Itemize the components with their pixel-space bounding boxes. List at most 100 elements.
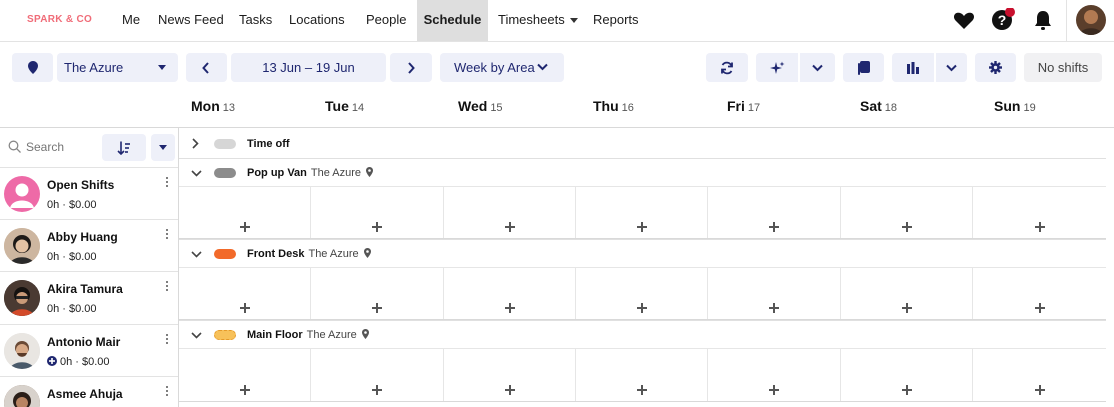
caret-down-icon	[158, 65, 166, 70]
more-options-icon[interactable]	[166, 386, 170, 398]
add-shift-icon[interactable]	[504, 385, 515, 395]
add-shift-icon[interactable]	[901, 303, 912, 313]
people-panel: Open Shifts 0h · $0.00 Abby Huang 0h · $…	[0, 128, 179, 407]
shift-cell-fri[interactable]	[708, 268, 841, 319]
add-shift-icon[interactable]	[636, 385, 647, 395]
shifts-status-button[interactable]: No shifts	[1024, 53, 1102, 82]
location-select-value: The Azure	[64, 60, 124, 75]
shift-cell-sun[interactable]	[973, 349, 1106, 401]
add-shift-icon[interactable]	[504, 222, 515, 232]
shift-cell-thu[interactable]	[576, 349, 708, 401]
add-shift-icon[interactable]	[372, 385, 382, 395]
avatar	[4, 333, 40, 369]
shift-cell-fri[interactable]	[708, 349, 841, 401]
shift-cell-tue[interactable]	[311, 268, 444, 319]
chevron-down-icon	[191, 170, 202, 177]
shift-cell-tue[interactable]	[311, 187, 444, 238]
auto-schedule-button[interactable]	[756, 53, 798, 82]
more-options-icon[interactable]	[166, 281, 170, 293]
add-shift-icon[interactable]	[636, 222, 647, 232]
person-row-antonio-mair[interactable]: Antonio Mair 0h · $0.00	[0, 324, 178, 376]
sort-menu-button[interactable]	[151, 134, 175, 161]
add-shift-icon[interactable]	[769, 222, 779, 232]
stats-button[interactable]	[892, 53, 934, 82]
add-shift-icon[interactable]	[769, 385, 779, 395]
heart-icon[interactable]	[952, 8, 976, 32]
nav-reports[interactable]: Reports	[593, 12, 639, 27]
add-shift-icon[interactable]	[504, 303, 515, 313]
nav-me[interactable]: Me	[122, 12, 141, 27]
add-shift-icon[interactable]	[1034, 303, 1045, 313]
shift-cell-wed[interactable]	[444, 268, 576, 319]
shift-cell-sun[interactable]	[973, 268, 1106, 319]
shift-cell-thu[interactable]	[576, 268, 708, 319]
shift-cell-sat[interactable]	[841, 187, 973, 238]
shift-cell-sat[interactable]	[841, 268, 973, 319]
add-shift-icon[interactable]	[239, 385, 250, 395]
nav-news-feed[interactable]: News Feed	[158, 12, 224, 27]
user-avatar[interactable]	[1076, 5, 1106, 35]
templates-button[interactable]	[843, 53, 884, 82]
more-options-icon[interactable]	[166, 177, 170, 189]
view-select-value: Week by Area	[454, 60, 535, 75]
add-shift-icon[interactable]	[901, 385, 912, 395]
help-icon[interactable]: ?	[990, 7, 1015, 32]
shift-cell-fri[interactable]	[708, 187, 841, 238]
sort-button[interactable]	[102, 134, 146, 161]
area-name: Front Desk The Azure	[247, 248, 371, 260]
brand-logo[interactable]: SPARK & CO	[27, 14, 93, 25]
area-header-time-off[interactable]: Time off	[179, 130, 1106, 158]
add-shift-icon[interactable]	[1034, 222, 1045, 232]
previous-week-button[interactable]	[186, 53, 227, 82]
nav-timesheets[interactable]: Timesheets	[498, 0, 578, 41]
person-row-akira-tamura[interactable]: Akira Tamura 0h · $0.00	[0, 271, 178, 324]
chevron-right-icon	[192, 138, 199, 149]
person-row-asmee-ahuja[interactable]: Asmee Ahuja	[0, 376, 178, 407]
add-shift-icon[interactable]	[901, 222, 912, 232]
shift-cell-mon[interactable]	[179, 349, 311, 401]
location-pin-button[interactable]	[12, 53, 53, 82]
add-shift-icon[interactable]	[239, 222, 250, 232]
add-shift-icon[interactable]	[769, 303, 779, 313]
settings-button[interactable]	[975, 53, 1016, 82]
add-shift-icon[interactable]	[1034, 385, 1045, 395]
date-range-button[interactable]: 13 Jun – 19 Jun	[231, 53, 386, 82]
add-shift-icon[interactable]	[239, 303, 250, 313]
nav-people[interactable]: People	[366, 12, 407, 27]
more-options-icon[interactable]	[166, 334, 170, 346]
next-week-button[interactable]	[390, 53, 432, 82]
shift-cell-sun[interactable]	[973, 187, 1106, 238]
person-name: Asmee Ahuja	[47, 387, 123, 401]
shift-cell-mon[interactable]	[179, 187, 311, 238]
shift-cell-mon[interactable]	[179, 268, 311, 319]
person-row-open-shifts[interactable]: Open Shifts 0h · $0.00	[0, 167, 178, 219]
shift-cell-sat[interactable]	[841, 349, 973, 401]
chevron-right-icon	[408, 62, 415, 74]
nav-locations[interactable]: Locations	[289, 12, 345, 27]
refresh-button[interactable]	[706, 53, 748, 82]
add-shift-icon[interactable]	[636, 303, 647, 313]
person-name: Akira Tamura	[47, 282, 123, 296]
shift-cell-wed[interactable]	[444, 349, 576, 401]
shift-cell-wed[interactable]	[444, 187, 576, 238]
person-row-abby-huang[interactable]: Abby Huang 0h · $0.00	[0, 219, 178, 271]
day-date: 19	[1023, 102, 1036, 114]
search-input[interactable]	[26, 137, 98, 157]
add-shift-icon[interactable]	[372, 303, 382, 313]
area-header-pop-up-van[interactable]: Pop up Van The Azure	[179, 158, 1106, 186]
nav-schedule[interactable]: Schedule	[417, 0, 488, 41]
shift-cell-thu[interactable]	[576, 187, 708, 238]
area-header-front-desk[interactable]: Front Desk The Azure	[179, 239, 1106, 267]
stats-menu-button[interactable]	[936, 53, 967, 82]
auto-schedule-menu-button[interactable]	[800, 53, 835, 82]
more-options-icon[interactable]	[166, 229, 170, 241]
view-select[interactable]: Week by Area	[440, 53, 564, 82]
bell-icon[interactable]	[1031, 8, 1055, 32]
location-select[interactable]: The Azure	[57, 53, 178, 82]
nav-tasks[interactable]: Tasks	[239, 12, 273, 27]
add-shift-icon[interactable]	[372, 222, 382, 232]
shift-cell-tue[interactable]	[311, 349, 444, 401]
area-header-main-floor[interactable]: Main Floor The Azure	[179, 320, 1106, 348]
sparkle-icon	[770, 61, 785, 74]
chevron-down-icon	[812, 64, 823, 72]
